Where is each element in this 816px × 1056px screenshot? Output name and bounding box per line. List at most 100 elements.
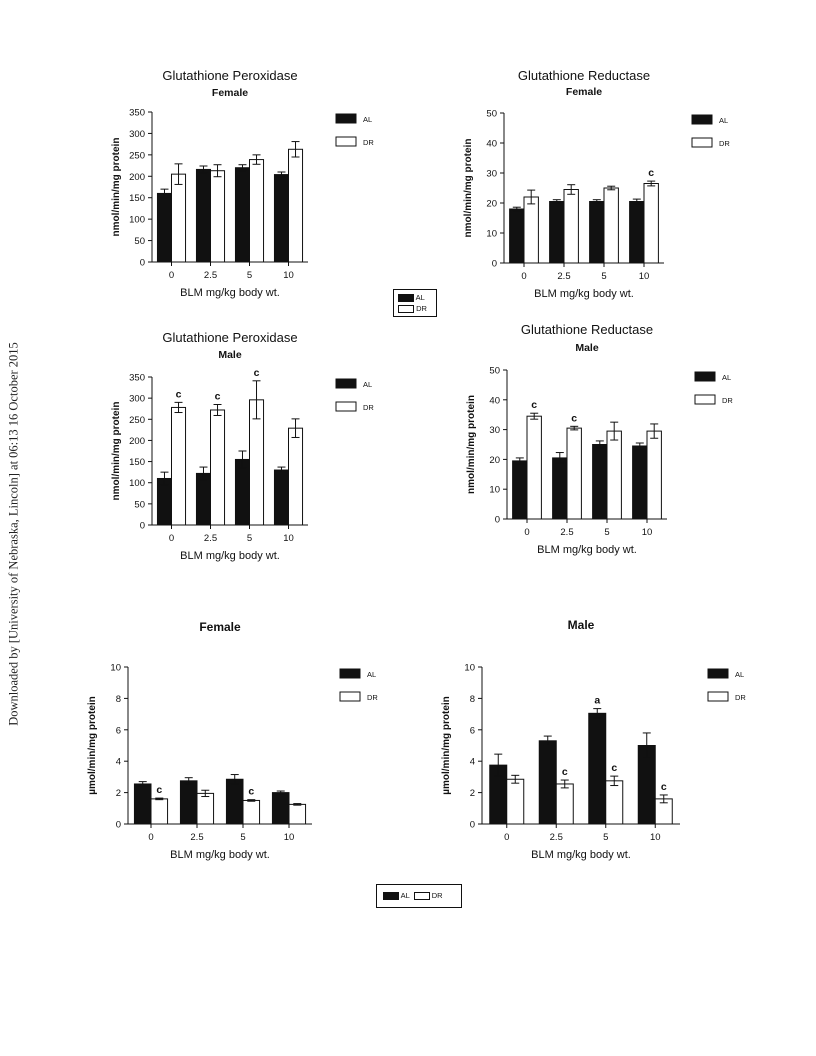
chart-3-legend-label-dr: DR	[722, 396, 733, 405]
chart-1-subtitle: Female	[566, 86, 602, 98]
chart-5-x-tick-label: 10	[650, 832, 661, 843]
chart-1-y-tick-label: 0	[492, 259, 497, 270]
shared-legend-top-dr-swatch	[398, 305, 414, 314]
chart-5-bar-dr	[605, 780, 624, 825]
chart-0-x-label: BLM mg/kg body wt.	[180, 287, 280, 299]
chart-5-subtitle: Male	[568, 618, 595, 632]
chart-5-y-tick-label: 8	[470, 694, 475, 705]
chart-3-x-label: BLM mg/kg body wt.	[537, 544, 637, 556]
chart-4-bar-dr	[196, 792, 215, 825]
chart-4-bar-al	[133, 783, 152, 825]
chart-3-y-tick-label: 50	[489, 366, 500, 377]
shared-legend-bottom-row: AL DR	[383, 891, 443, 901]
chart-0-x-tick-label: 10	[283, 270, 294, 281]
chart-5-legend-swatch-dr	[707, 691, 729, 702]
chart-3-bar-al	[632, 445, 648, 520]
chart-5-legend-swatch-al	[707, 668, 729, 679]
chart-2-subtitle: Male	[218, 349, 242, 361]
chart-0-legend-swatch-dr	[335, 136, 357, 147]
chart-gr-female: Glutathione ReductaseFemale01020304050nm…	[463, 68, 730, 300]
chart-3-x-tick-label: 0	[524, 527, 529, 538]
chart-1-y-tick-label: 40	[486, 139, 497, 150]
chart-1-bar-al	[509, 208, 525, 264]
chart-gr-male: Glutathione ReductaseMale01020304050nmol…	[466, 322, 733, 556]
chart-2-bar-al	[156, 477, 172, 526]
chart-0-x-tick-label: 5	[247, 270, 252, 281]
chart-2-y-tick-label: 200	[129, 436, 145, 447]
chart-3-bar-dr	[606, 430, 622, 520]
chart-2-x-tick-label: 0	[169, 533, 174, 544]
chart-0-bar-al	[273, 174, 290, 263]
chart-3-y-label: nmol/min/mg protein	[466, 395, 477, 494]
chart-2-y-tick-label: 350	[129, 373, 145, 384]
chart-0-y-tick-label: 50	[134, 236, 145, 247]
chart-3-bar-dr	[566, 427, 582, 520]
shared-legend-top-dr: DR	[398, 304, 427, 314]
chart-3-y-tick-label: 30	[489, 425, 500, 436]
chart-5-legend-label-al: AL	[735, 670, 744, 679]
chart-4-x-tick-label: 10	[284, 832, 295, 843]
chart-0-y-tick-label: 250	[129, 150, 145, 161]
chart-2-significance-label: c	[215, 390, 221, 402]
chart-3-legend-label-al: AL	[722, 373, 731, 382]
chart-5-y-tick-label: 10	[464, 663, 475, 674]
chart-1-y-tick-label: 50	[486, 109, 497, 120]
chart-1-bar-dr	[563, 189, 579, 264]
chart-5-x-tick-label: 5	[603, 832, 608, 843]
shared-legend-bottom-al-swatch	[383, 892, 399, 901]
download-notice: Downloaded by [University of Nebraska, L…	[0, 0, 24, 1056]
chart-0-x-tick-label: 0	[169, 270, 174, 281]
chart-4-bar-al	[179, 780, 198, 825]
shared-legend-top-al: AL	[398, 293, 425, 303]
chart-2-bar-dr	[171, 406, 187, 526]
chart-1-x-tick-label: 10	[639, 271, 650, 282]
chart-2-bar-dr	[210, 409, 226, 526]
chart-1-y-tick-label: 20	[486, 199, 497, 210]
chart-1-legend-label-al: AL	[719, 116, 728, 125]
chart-0-y-tick-label: 300	[129, 129, 145, 140]
chart-5-legend-label-dr: DR	[735, 693, 746, 702]
shared-legend-bottom: AL DR	[376, 884, 462, 908]
chart-4-legend-label-al: AL	[367, 670, 376, 679]
chart-3-bar-dr	[526, 415, 542, 520]
shared-legend-bottom-al-label: AL	[400, 891, 410, 900]
chart-4-bar-al	[271, 792, 290, 825]
chart-5-bar-dr	[555, 783, 574, 825]
chart-3-subtitle: Male	[575, 342, 599, 354]
shared-legend-bottom-dr-label: DR	[431, 891, 443, 900]
chart-5-bar-al	[588, 712, 607, 825]
chart-5-significance-label: c	[562, 766, 568, 778]
chart-0-y-tick-label: 0	[140, 258, 145, 269]
chart-4-bar-dr	[150, 798, 169, 825]
chart-3-y-tick-label: 40	[489, 395, 500, 406]
chart-0-bar-dr	[249, 159, 265, 263]
chart-5-y-tick-label: 2	[470, 788, 475, 799]
chart-1-y-label: nmol/min/mg protein	[463, 139, 474, 238]
chart-1-bar-dr	[523, 196, 539, 264]
chart-1-legend-swatch-al	[691, 114, 713, 125]
chart-3-x-tick-label: 10	[642, 527, 653, 538]
chart-3-y-tick-label: 10	[489, 485, 500, 496]
chart-3-title: Glutathione Reductase	[521, 322, 653, 337]
chart-4-legend-label-dr: DR	[367, 693, 378, 702]
chart-0-subtitle: Female	[212, 87, 248, 99]
chart-2-title: Glutathione Peroxidase	[162, 330, 297, 345]
chart-5-x-tick-label: 0	[504, 832, 509, 843]
chart-gpx-male: Glutathione PeroxidaseMale05010015020025…	[111, 330, 374, 562]
chart-1-legend-label-dr: DR	[719, 139, 730, 148]
chart-1-bar-al	[589, 201, 605, 264]
chart-4-x-tick-label: 2.5	[190, 832, 203, 843]
chart-5-bar-al	[538, 740, 557, 825]
chart-2-legend-swatch-dr	[335, 401, 357, 412]
chart-2-x-tick-label: 2.5	[204, 533, 217, 544]
chart-4-y-tick-label: 2	[116, 788, 121, 799]
chart-2-y-tick-label: 50	[134, 499, 145, 510]
chart-5-x-label: BLM mg/kg body wt.	[531, 849, 631, 861]
chart-4-y-tick-label: 10	[110, 663, 121, 674]
chart-1-y-tick-label: 30	[486, 169, 497, 180]
chart-4-x-tick-label: 0	[148, 832, 153, 843]
chart-1-x-tick-label: 0	[521, 271, 526, 282]
chart-3-bar-al	[512, 460, 528, 520]
shared-legend-top-al-swatch	[398, 294, 414, 303]
chart-3-bar-al	[552, 457, 568, 520]
